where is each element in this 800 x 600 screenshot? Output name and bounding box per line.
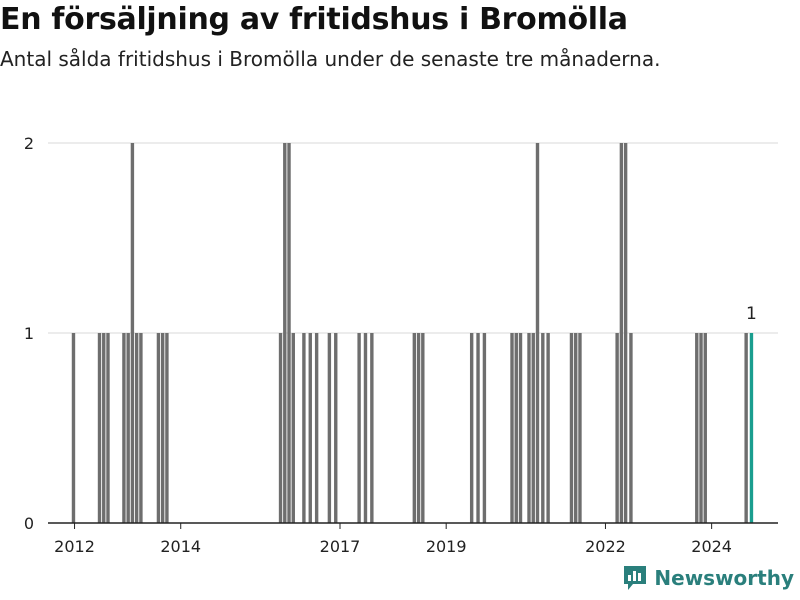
newsworthy-icon xyxy=(624,566,647,590)
bar xyxy=(302,333,306,523)
bar xyxy=(541,333,545,523)
bar xyxy=(535,143,540,523)
bar xyxy=(421,333,425,523)
bar xyxy=(518,333,523,523)
bar xyxy=(291,333,295,523)
bar xyxy=(370,333,374,523)
bar xyxy=(416,333,421,523)
bar xyxy=(510,333,514,523)
y-tick-label: 1 xyxy=(24,324,34,343)
x-tick-label: 2024 xyxy=(691,537,732,556)
bar xyxy=(122,333,126,523)
bar xyxy=(327,333,332,523)
bar xyxy=(749,333,754,523)
bar xyxy=(527,333,531,523)
x-tick-label: 2014 xyxy=(160,537,201,556)
bar xyxy=(71,333,76,523)
bar xyxy=(130,143,135,523)
y-tick-label: 0 xyxy=(24,514,34,533)
bar xyxy=(363,333,368,523)
bar xyxy=(699,333,703,523)
bar xyxy=(97,333,102,523)
bar xyxy=(531,333,535,523)
bar xyxy=(578,333,582,523)
bar xyxy=(619,143,624,523)
bar xyxy=(482,333,487,523)
bar xyxy=(357,333,361,523)
bar xyxy=(744,333,748,523)
bar xyxy=(695,333,699,523)
chart-title: En försäljning av fritidshus i Bromölla xyxy=(0,2,628,37)
bar xyxy=(574,333,578,523)
bar xyxy=(629,333,633,523)
x-tick-label: 2019 xyxy=(426,537,467,556)
data-label: 1 xyxy=(746,304,757,324)
bar xyxy=(412,333,417,523)
bar xyxy=(334,333,338,523)
bar xyxy=(308,333,312,523)
bar xyxy=(703,333,707,523)
x-tick-label: 2017 xyxy=(320,537,361,556)
bar xyxy=(514,333,518,523)
brand-logo: Newsworthy xyxy=(622,564,794,592)
bar xyxy=(569,333,574,523)
x-tick-label: 2012 xyxy=(54,537,95,556)
bar xyxy=(106,333,110,523)
bar xyxy=(476,333,480,523)
x-tick-label: 2022 xyxy=(585,537,626,556)
brand-name: Newsworthy xyxy=(654,566,794,590)
bar xyxy=(160,333,165,523)
bar xyxy=(623,143,628,523)
bar xyxy=(102,333,106,523)
bar xyxy=(469,333,474,523)
bar xyxy=(156,333,161,523)
bar xyxy=(139,333,143,523)
chart-subtitle: Antal sålda fritidshus i Bromölla under … xyxy=(0,47,661,71)
bar xyxy=(314,333,319,523)
bar xyxy=(287,143,291,523)
bar xyxy=(546,333,550,523)
bar xyxy=(126,333,130,523)
bar xyxy=(165,333,169,523)
bar xyxy=(134,333,139,523)
y-tick-label: 2 xyxy=(24,134,34,153)
bar xyxy=(278,333,283,523)
bar xyxy=(283,143,287,523)
bar xyxy=(615,333,619,523)
